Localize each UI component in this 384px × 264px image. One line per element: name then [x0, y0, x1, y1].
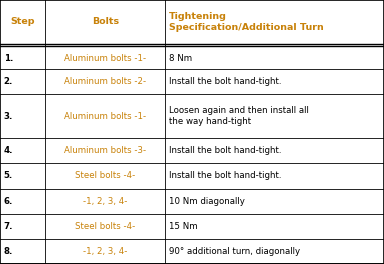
Text: Bolts: Bolts [92, 17, 119, 26]
Text: 1.: 1. [4, 54, 13, 63]
Text: -1, 2, 3, 4-: -1, 2, 3, 4- [83, 197, 127, 206]
Text: 10 Nm diagonally: 10 Nm diagonally [169, 197, 245, 206]
Text: -1, 2, 3, 4-: -1, 2, 3, 4- [83, 247, 127, 256]
Text: Install the bolt hand-tight.: Install the bolt hand-tight. [169, 146, 281, 155]
Text: 5.: 5. [4, 172, 13, 181]
Text: 4.: 4. [4, 146, 13, 155]
Text: 8 Nm: 8 Nm [169, 54, 192, 63]
Text: Aluminum bolts -3-: Aluminum bolts -3- [64, 146, 146, 155]
Text: 2.: 2. [4, 77, 13, 86]
Text: Steel bolts -4-: Steel bolts -4- [75, 222, 135, 231]
Text: Aluminum bolts -2-: Aluminum bolts -2- [64, 77, 146, 86]
Text: Install the bolt hand-tight.: Install the bolt hand-tight. [169, 172, 281, 181]
Text: Install the bolt hand-tight.: Install the bolt hand-tight. [169, 77, 281, 86]
Text: 90° additional turn, diagonally: 90° additional turn, diagonally [169, 247, 300, 256]
Text: 6.: 6. [4, 197, 13, 206]
Text: 8.: 8. [4, 247, 13, 256]
Text: Tightening
Specification/Additional Turn: Tightening Specification/Additional Turn [169, 12, 324, 32]
Text: Aluminum bolts -1-: Aluminum bolts -1- [64, 54, 146, 63]
Text: Step: Step [10, 17, 35, 26]
Text: Steel bolts -4-: Steel bolts -4- [75, 172, 135, 181]
Text: Loosen again and then install all
the way hand-tight: Loosen again and then install all the wa… [169, 106, 309, 126]
Text: Aluminum bolts -1-: Aluminum bolts -1- [64, 112, 146, 121]
Text: 15 Nm: 15 Nm [169, 222, 198, 231]
Text: 3.: 3. [4, 112, 13, 121]
Text: 7.: 7. [4, 222, 13, 231]
